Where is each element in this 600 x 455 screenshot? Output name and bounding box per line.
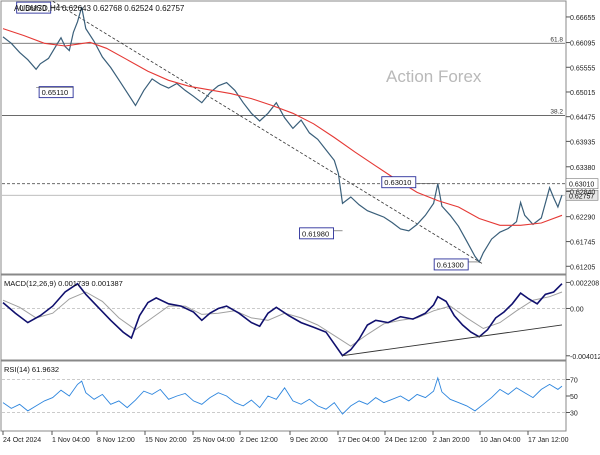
price-panel-frame [0,0,567,275]
fib-level-label: 38.2 [550,109,563,116]
price-axis-tick-label: 0.65555 [570,65,595,72]
swing-price-label: 0.66870 [16,1,82,14]
swing-price-label-box [433,258,469,271]
rsi-axis-tick-label: 30 [570,411,578,418]
rsi-title: RSI(14) 61.9632 [4,365,59,374]
time-axis-tick-label: 15 Nov 20:00 [145,437,187,444]
swing-price-label-text: 0.61980 [302,229,329,238]
price-axis-tick-label: 0.65015 [570,90,595,97]
macd-panel-frame [0,274,567,361]
swing-price-label: 0.61980 [299,227,343,240]
swing-price-label: 0.65110 [36,86,74,99]
time-axis-tick-label: 10 Jan 04:00 [480,437,521,444]
price-trend-line [52,0,484,265]
price-series-line [2,6,563,264]
rsi-line [2,376,563,415]
swing-price-label: 0.61300 [433,258,480,271]
swing-price-label-box [299,227,334,240]
swing-price-label-text: 0.63010 [384,178,411,187]
macd-title: MACD(12,26,9) 0.001739 0.001387 [4,279,123,288]
swing-price-label: 0.63010 [381,176,438,189]
macd-axis-tick-label: 0.00 [570,306,584,313]
swing-price-label-text: 0.66870 [19,4,46,13]
rsi-axis-tick-label: 50 [570,394,578,401]
fib-level-label: 61.8 [550,36,563,43]
time-axis-tick-label: 1 Nov 04:00 [52,437,90,444]
current-price-tag-text: 0.62757 [569,193,594,200]
level-price-tag-text: 0.63010 [569,182,594,189]
current-price-tag-box [565,189,599,201]
rsi-axis-tick-label: 70 [570,378,578,385]
level-price-tag-box [565,178,599,190]
swing-price-label-text: 0.65110 [42,88,69,97]
price-axis-tick-label: 0.66095 [570,41,595,48]
time-axis-tick-label: 9 Dec 20:00 [290,437,328,444]
swing-price-label-box [381,176,417,189]
macd-axis-tick-label: -0.004012 [570,354,600,361]
time-axis-tick-label: 24 Dec 12:00 [385,437,427,444]
price-axis-tick-label: 0.61205 [570,264,595,271]
macd-trend-line [342,324,563,357]
watermark: Action Forex [386,67,482,86]
time-axis-tick-label: 25 Nov 04:00 [193,437,235,444]
time-axis-tick-label: 2 Dec 12:00 [240,437,278,444]
price-axis-tick-label: 0.64475 [570,115,595,122]
time-axis-tick-label: 2 Jan 20:00 [433,437,470,444]
swing-price-label-box [16,1,52,14]
symbol-title: AUDUSD,H4 [14,4,61,13]
price-axis-tick-label: 0.63935 [570,139,595,146]
time-axis-tick-label: 17 Dec 04:00 [338,437,380,444]
swing-price-label-text: 0.61300 [437,260,464,269]
price-axis-tick-label: 0.61745 [570,240,595,247]
ohlc-readout: 0.62643 0.62768 0.62524 0.62757 [62,4,185,13]
macd-axis-tick-label: 0.002208 [570,280,599,287]
time-axis-tick-label: 17 Jan 12:00 [528,437,569,444]
swing-price-label-box [38,86,74,99]
price-axis-tick-label: 0.62290 [570,215,595,222]
price-axis-tick-label: 0.62840 [570,189,595,196]
macd-line [2,282,563,357]
time-axis-tick-label: 24 Oct 2024 [3,437,41,444]
moving-average-line [2,28,563,226]
time-axis-tick-label: 8 Nov 12:00 [97,437,135,444]
price-axis-tick-label: 0.63380 [570,165,595,172]
price-axis-tick-label: 0.66655 [570,15,595,22]
